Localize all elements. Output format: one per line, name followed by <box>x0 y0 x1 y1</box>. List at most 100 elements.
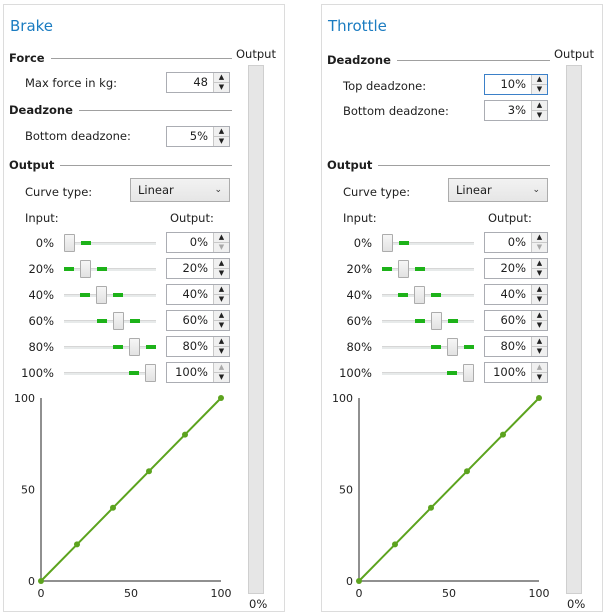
slider-track[interactable] <box>64 294 156 297</box>
curve-point-slider[interactable] <box>64 312 156 330</box>
spin-down-icon[interactable]: ▼ <box>532 111 547 120</box>
curve-point-slider[interactable] <box>382 260 474 278</box>
curve-output-spinner[interactable]: 40% ▲ ▼ <box>166 284 230 305</box>
slider-track[interactable] <box>382 346 474 349</box>
spin-up-icon[interactable]: ▲ <box>532 337 547 347</box>
spin-down-icon[interactable]: ▼ <box>214 373 229 382</box>
throttle-curve-type-dropdown[interactable]: Linear ⌄ <box>448 178 548 202</box>
curve-output-value[interactable]: 80% <box>500 339 526 353</box>
throttle-bottom-deadzone-spinner[interactable]: 3% ▲ ▼ <box>484 100 548 121</box>
slider-thumb[interactable] <box>398 260 410 278</box>
slider-track[interactable] <box>382 242 474 245</box>
slider-thumb[interactable] <box>128 338 140 356</box>
curve-output-spinner[interactable]: 0% ▲ ▼ <box>166 232 230 253</box>
spin-down-icon[interactable]: ▼ <box>532 269 547 278</box>
spin-up-icon[interactable]: ▲ <box>214 259 229 269</box>
curve-output-value[interactable]: 0% <box>189 235 208 249</box>
spin-up-icon[interactable]: ▲ <box>214 363 229 373</box>
curve-point-slider[interactable] <box>382 286 474 304</box>
slider-thumb[interactable] <box>430 312 442 330</box>
curve-output-spinner[interactable]: 20% ▲ ▼ <box>484 258 548 279</box>
curve-output-spinner[interactable]: 100% ▲ ▼ <box>166 362 230 383</box>
slider-thumb[interactable] <box>446 338 458 356</box>
curve-point-slider[interactable] <box>382 234 474 252</box>
curve-output-value[interactable]: 60% <box>500 313 526 327</box>
curve-output-value[interactable]: 40% <box>182 287 208 301</box>
slider-track[interactable] <box>382 268 474 271</box>
spin-down-icon[interactable]: ▼ <box>214 321 229 330</box>
spin-up-icon[interactable]: ▲ <box>214 285 229 295</box>
curve-output-spinner[interactable]: 80% ▲ ▼ <box>166 336 230 357</box>
curve-output-spinner[interactable]: 60% ▲ ▼ <box>166 310 230 331</box>
spin-up-icon[interactable]: ▲ <box>214 233 229 243</box>
brake-bottom-deadzone-value[interactable]: 5% <box>189 129 208 143</box>
max-force-value[interactable]: 48 <box>193 75 208 89</box>
curve-point-slider[interactable] <box>382 364 474 382</box>
spin-up-icon[interactable]: ▲ <box>214 311 229 321</box>
spin-down-icon[interactable]: ▼ <box>532 373 547 382</box>
spin-down-icon[interactable]: ▼ <box>532 295 547 304</box>
spin-down-icon[interactable]: ▼ <box>532 321 547 330</box>
slider-thumb[interactable] <box>64 234 75 252</box>
spin-up-icon[interactable]: ▲ <box>532 75 547 85</box>
spin-down-icon[interactable]: ▼ <box>532 85 547 94</box>
spin-down-icon[interactable]: ▼ <box>532 347 547 356</box>
slider-track[interactable] <box>382 294 474 297</box>
curve-output-value[interactable]: 80% <box>182 339 208 353</box>
spin-up-icon[interactable]: ▲ <box>532 363 547 373</box>
curve-output-spinner[interactable]: 20% ▲ ▼ <box>166 258 230 279</box>
curve-output-value[interactable]: 60% <box>182 313 208 327</box>
curve-output-spinner[interactable]: 60% ▲ ▼ <box>484 310 548 331</box>
curve-point-slider[interactable] <box>64 338 156 356</box>
slider-thumb[interactable] <box>463 364 474 382</box>
slider-track[interactable] <box>64 242 156 245</box>
curve-point-slider[interactable] <box>64 260 156 278</box>
curve-point-slider[interactable] <box>64 364 156 382</box>
brake-curve-type-dropdown[interactable]: Linear ⌄ <box>130 178 230 202</box>
slider-track[interactable] <box>64 268 156 271</box>
spin-up-icon[interactable]: ▲ <box>532 311 547 321</box>
spin-down-icon[interactable]: ▼ <box>214 295 229 304</box>
spin-up-icon[interactable]: ▲ <box>214 127 229 137</box>
spin-up-icon[interactable]: ▲ <box>532 285 547 295</box>
curve-point-slider[interactable] <box>382 312 474 330</box>
slider-thumb[interactable] <box>80 260 92 278</box>
curve-output-value[interactable]: 40% <box>500 287 526 301</box>
spin-down-icon[interactable]: ▼ <box>532 243 547 252</box>
max-force-spinner[interactable]: 48 ▲ ▼ <box>166 72 230 93</box>
slider-thumb[interactable] <box>145 364 156 382</box>
spin-up-icon[interactable]: ▲ <box>532 101 547 111</box>
slider-track[interactable] <box>382 320 474 323</box>
curve-output-value[interactable]: 20% <box>500 261 526 275</box>
curve-output-value[interactable]: 20% <box>182 261 208 275</box>
spin-down-icon[interactable]: ▼ <box>214 269 229 278</box>
spin-down-icon[interactable]: ▼ <box>214 243 229 252</box>
slider-thumb[interactable] <box>382 234 393 252</box>
curve-output-value[interactable]: 0% <box>507 235 526 249</box>
curve-point-slider[interactable] <box>64 286 156 304</box>
curve-output-value[interactable]: 100% <box>493 365 526 379</box>
top-deadzone-spinner[interactable]: 10% ▲ ▼ <box>484 74 548 95</box>
spin-up-icon[interactable]: ▲ <box>532 259 547 269</box>
slider-track[interactable] <box>64 346 156 349</box>
curve-point-slider[interactable] <box>64 234 156 252</box>
slider-track[interactable] <box>64 372 156 375</box>
curve-output-spinner[interactable]: 40% ▲ ▼ <box>484 284 548 305</box>
throttle-bottom-deadzone-value[interactable]: 3% <box>507 103 526 117</box>
spin-down-icon[interactable]: ▼ <box>214 347 229 356</box>
brake-bottom-deadzone-spinner[interactable]: 5% ▲ ▼ <box>166 126 230 147</box>
slider-thumb[interactable] <box>414 286 426 304</box>
curve-output-spinner[interactable]: 100% ▲ ▼ <box>484 362 548 383</box>
slider-track[interactable] <box>64 320 156 323</box>
curve-output-spinner[interactable]: 80% ▲ ▼ <box>484 336 548 357</box>
spin-up-icon[interactable]: ▲ <box>214 337 229 347</box>
spin-down-icon[interactable]: ▼ <box>214 137 229 146</box>
slider-thumb[interactable] <box>112 312 124 330</box>
curve-output-value[interactable]: 100% <box>175 365 208 379</box>
curve-output-spinner[interactable]: 0% ▲ ▼ <box>484 232 548 253</box>
slider-thumb[interactable] <box>96 286 108 304</box>
curve-point-slider[interactable] <box>382 338 474 356</box>
top-deadzone-value[interactable]: 10% <box>500 77 526 91</box>
spin-down-icon[interactable]: ▼ <box>214 83 229 92</box>
slider-track[interactable] <box>382 372 474 375</box>
